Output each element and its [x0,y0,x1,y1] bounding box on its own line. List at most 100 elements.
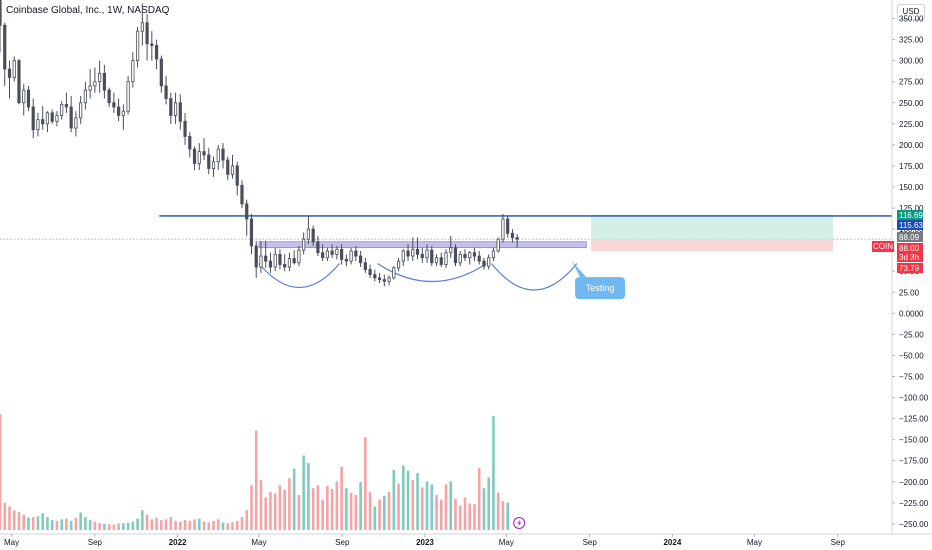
candle-body [506,218,510,234]
candle-body [463,253,467,259]
candle-body [188,136,192,150]
candle [102,64,106,99]
volume-bar [126,522,130,530]
candle-body [396,260,401,269]
volume-bar [188,520,192,530]
candle-body [31,106,35,131]
candle-body [420,253,424,259]
y-tick-label: 25.00 [899,288,920,297]
y-tick-label: −75.00 [899,372,924,381]
volume-bar [454,498,457,530]
volume-bar [88,520,92,530]
volume-bar [411,479,415,530]
candle [430,245,434,267]
volume-bar [221,522,225,530]
candle [107,87,111,107]
candle [302,232,306,255]
candle-body [297,249,301,264]
volume-bar [41,513,45,530]
candle-body [45,112,50,125]
volume-bar [60,519,63,530]
candle [117,98,121,122]
candle-body [36,119,40,131]
candle [510,229,515,243]
candle-body [164,85,168,99]
volume-bar [136,518,139,530]
candle-body [254,245,258,268]
volume-bar [160,520,163,530]
y-tick-label: 350.00 [899,15,924,24]
volume-bar [506,502,509,530]
volume-bar [425,481,429,530]
volume-bar [420,487,424,530]
candle [154,39,159,70]
candle [31,98,35,139]
volume-bar [473,504,476,530]
volume-bar [458,505,462,530]
candle-body [363,262,367,270]
candle [55,111,59,127]
price-tag-bg [897,263,923,273]
volume-bar [292,468,296,530]
candle-body [202,151,206,156]
target-zone [591,215,834,240]
candle-body [354,250,358,257]
volume-bar [141,510,144,530]
y-tick-label: −25.00 [899,330,924,339]
candle-body [226,159,230,175]
rounding-bottom-arc [377,263,487,283]
candle-body [311,228,315,243]
candle [211,156,216,177]
candle [12,56,16,82]
candle [173,92,178,124]
candle-body [411,248,415,257]
volume-bar [364,437,367,530]
candle [41,106,45,130]
candle [411,237,415,262]
candle-body [496,238,500,252]
candle [240,180,244,209]
volume-bar [326,485,329,530]
candle [249,213,254,255]
candle-body [283,264,287,268]
candle [226,156,230,181]
candle-body [425,249,429,259]
candle-body [140,22,144,32]
y-tick-label: 175.00 [899,162,924,171]
candle-body [330,250,334,255]
currency-button[interactable]: USD [897,4,925,20]
candle [230,154,235,179]
volume-bar [416,473,419,530]
candle [425,244,429,263]
candle-body [12,60,16,78]
volume-bar [397,483,400,530]
candle-body [259,255,263,268]
x-tick-label: 2024 [663,538,681,547]
candle-body [377,277,382,281]
candle-body [325,250,329,259]
price-tag-bg [897,220,923,230]
volume-bar [231,522,234,530]
y-tick-label: 225.00 [899,120,924,129]
candle-body [117,106,121,116]
candle [45,111,50,133]
y-tick-label: 200.00 [899,141,924,150]
volume-bar [368,492,372,530]
candle [458,250,462,267]
candle [487,254,491,270]
candle-body [88,85,92,91]
volume-bar [22,514,26,530]
candle [472,247,477,262]
candle [392,266,396,280]
candle-body [230,165,235,175]
candle [245,199,249,236]
candle-body [368,269,372,275]
rounding-bottom-arc [258,263,341,288]
candle-body [278,253,282,265]
volume-bar [112,524,116,530]
volume-bar [463,497,467,530]
lightning-icon [513,517,526,529]
y-tick-label: −125.00 [899,415,929,424]
volume-bar [401,465,405,530]
